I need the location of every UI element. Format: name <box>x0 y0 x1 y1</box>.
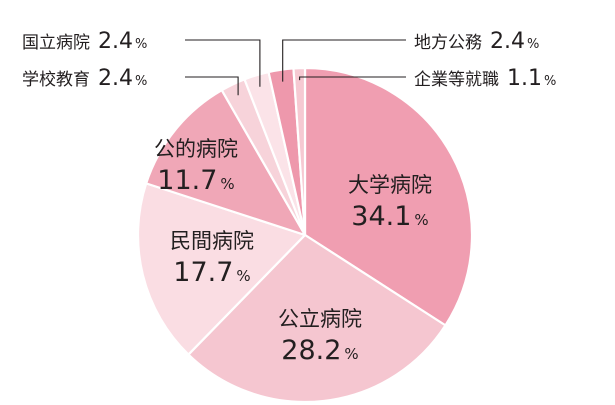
slice-4-label: 公的病院 <box>154 137 238 161</box>
slice-3-label: 民間病院 <box>170 229 254 253</box>
slice-1-value: 34.1% <box>351 201 428 232</box>
pie-slices <box>136 66 474 404</box>
slice-4-wedge <box>145 89 307 237</box>
slice-7-label: 地方公務 2.4% <box>414 29 539 54</box>
slice-2-value: 28.2% <box>281 335 358 366</box>
slice-5-label: 学校教育 2.4% <box>22 66 147 91</box>
slice-8-label: 企業等就職 1.1% <box>414 66 556 91</box>
leader-lines <box>185 39 406 96</box>
slice-8-leader <box>299 76 406 81</box>
slice-6-label: 国立病院 2.4% <box>22 29 147 54</box>
slice-4-value: 11.7% <box>157 165 234 196</box>
slice-3-wedge <box>136 182 307 356</box>
slice-1-label: 大学病院 <box>348 173 432 197</box>
slice-8-wedge <box>292 66 307 237</box>
slice-6-leader <box>185 39 261 87</box>
slice-5-leader <box>185 76 239 96</box>
slice-2-wedge <box>187 233 447 404</box>
slice-3-value: 17.7% <box>173 257 250 288</box>
slice-7-leader <box>282 39 406 82</box>
slice-labels: 大学病院 34.1 % 公立病院 28.2 % 民間病院 17.7 % 公的病院 11.7 % 学校教育… <box>22 29 556 366</box>
slice-2-label: 公立病院 <box>278 307 362 331</box>
